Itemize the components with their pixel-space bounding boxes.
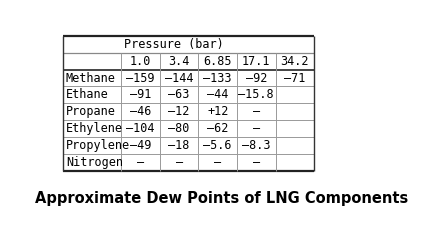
Text: 3.4: 3.4 — [168, 55, 190, 68]
Text: Propylene: Propylene — [66, 139, 130, 152]
Text: –: – — [137, 156, 144, 169]
Text: –62: –62 — [207, 122, 228, 135]
Text: –: – — [253, 122, 260, 135]
Text: –133: –133 — [204, 72, 232, 84]
Text: Ethylene: Ethylene — [66, 122, 123, 135]
Text: –12: –12 — [168, 105, 190, 118]
Text: 17.1: 17.1 — [242, 55, 271, 68]
Text: 6.85: 6.85 — [204, 55, 232, 68]
Text: –: – — [253, 105, 260, 118]
Text: –144: –144 — [165, 72, 194, 84]
Text: Approximate Dew Points of LNG Components: Approximate Dew Points of LNG Components — [35, 192, 409, 207]
Text: Nitrogen: Nitrogen — [66, 156, 123, 169]
Text: –: – — [253, 156, 260, 169]
Text: 34.2: 34.2 — [281, 55, 309, 68]
Text: –44: –44 — [207, 88, 228, 101]
Text: –: – — [175, 156, 183, 169]
Text: –104: –104 — [126, 122, 155, 135]
Text: Ethane: Ethane — [66, 88, 109, 101]
Text: 1.0: 1.0 — [130, 55, 151, 68]
Text: Pressure (bar): Pressure (bar) — [124, 38, 224, 51]
Text: –92: –92 — [246, 72, 267, 84]
Text: –18: –18 — [168, 139, 190, 152]
Text: –8.3: –8.3 — [242, 139, 271, 152]
Text: –49: –49 — [130, 139, 151, 152]
Text: –159: –159 — [126, 72, 155, 84]
Text: –80: –80 — [168, 122, 190, 135]
Text: +12: +12 — [207, 105, 228, 118]
Text: Methane: Methane — [66, 72, 116, 84]
Text: –: – — [214, 156, 221, 169]
Text: –15.8: –15.8 — [239, 88, 274, 101]
Text: –5.6: –5.6 — [204, 139, 232, 152]
Text: –71: –71 — [284, 72, 306, 84]
Text: –91: –91 — [130, 88, 151, 101]
Text: –46: –46 — [130, 105, 151, 118]
Text: –63: –63 — [168, 88, 190, 101]
Text: Propane: Propane — [66, 105, 116, 118]
